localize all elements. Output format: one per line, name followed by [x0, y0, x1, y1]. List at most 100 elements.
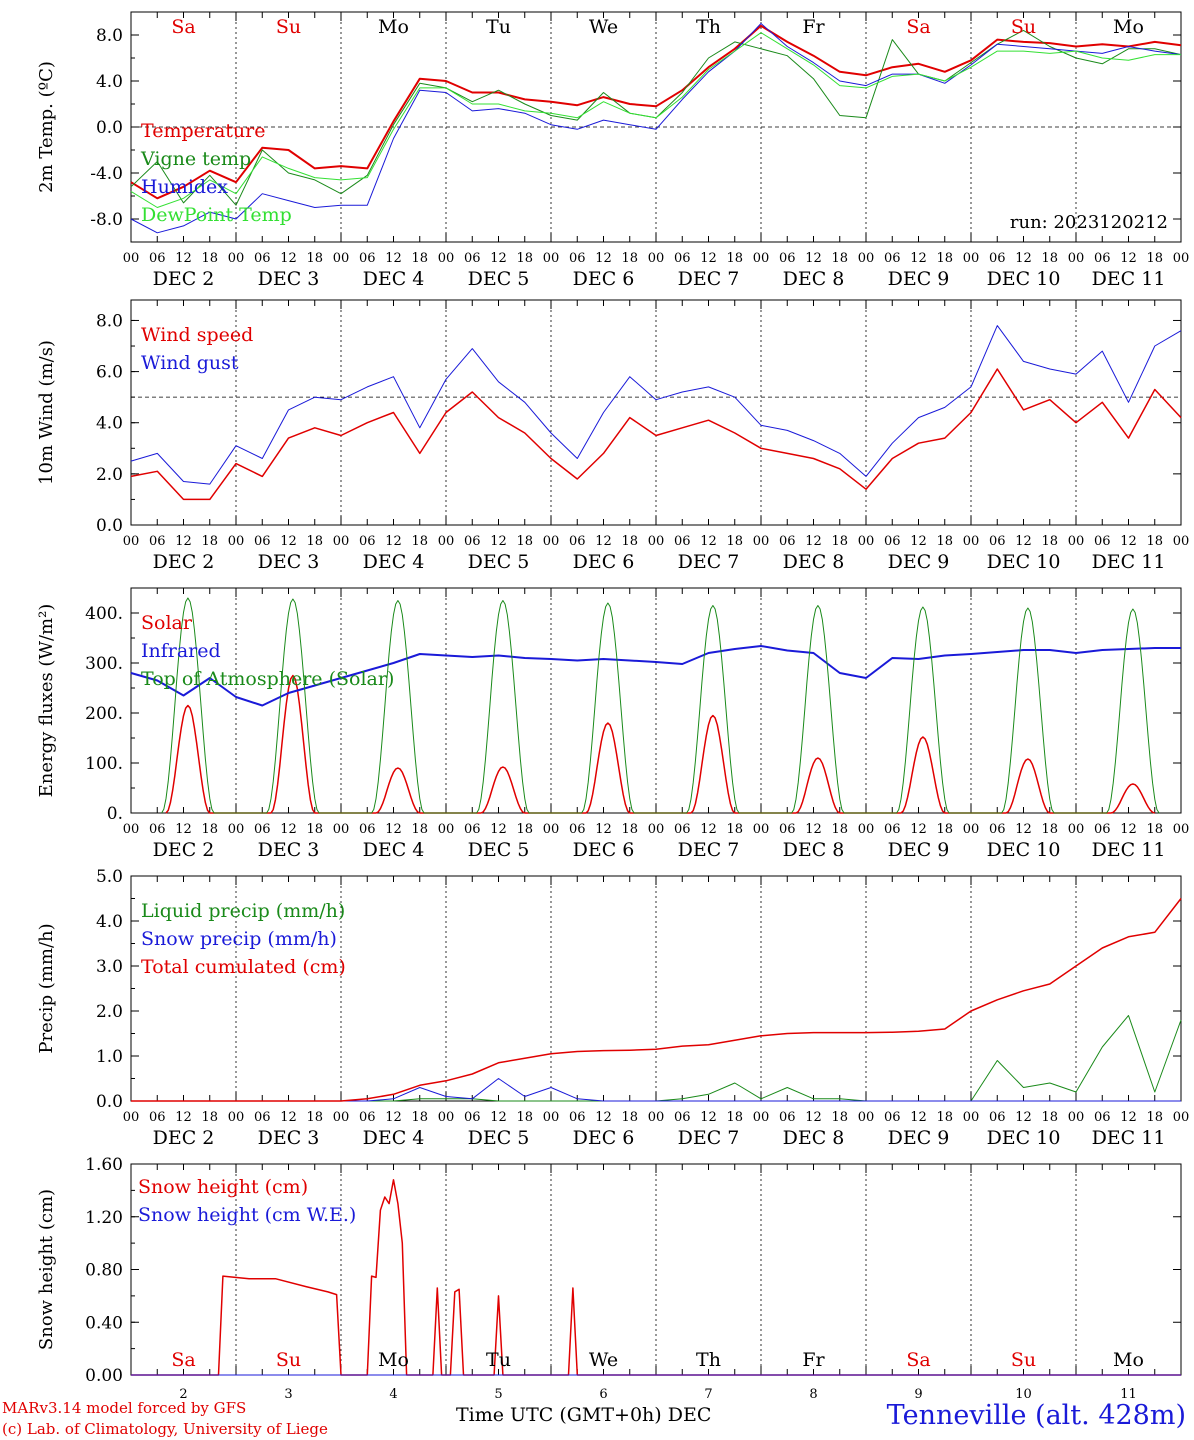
station-name: Tenneville (alt. 428m) [886, 1400, 1186, 1431]
x-date-label: DEC 9 [888, 839, 950, 861]
y-tick-label: 0.80 [85, 1261, 123, 1281]
x-hour-label: 00 [1173, 1110, 1190, 1125]
x-hour-label: 12 [280, 1110, 297, 1125]
y-tick-label: 0.0 [96, 516, 123, 536]
x-hour-label: 18 [201, 534, 218, 549]
x-hour-label: 18 [621, 534, 638, 549]
x-hour-label: 12 [385, 1110, 402, 1125]
x-hour-label: 18 [201, 822, 218, 837]
x-hour-label: 06 [254, 1110, 271, 1125]
x-hour-label: 00 [543, 822, 560, 837]
x-date-label: DEC 5 [468, 551, 530, 573]
x-hour-label: 18 [201, 251, 218, 266]
legend-entry: Wind speed [141, 324, 253, 346]
series-line-temperature [130, 24, 1182, 200]
x-hour-label: 06 [884, 251, 901, 266]
series-line-wind-speed [130, 368, 1182, 501]
series-line-liquid-precip-mm-h- [131, 1015, 1182, 1102]
day-name: Su [1011, 16, 1036, 38]
legend-entry: Liquid precip (mm/h) [141, 900, 345, 922]
panel-2: 8.0 6.0 4.0 2.0 0.0 10m Wind (m/s) Wind speed W… [36, 299, 1190, 573]
x-date-label: DEC 4 [363, 551, 425, 573]
legend-entry: Temperature [141, 120, 265, 142]
legend-entry: Wind gust [141, 352, 239, 374]
x-hour-label: 12 [490, 1110, 507, 1125]
x-hour-label: 00 [1173, 534, 1190, 549]
y-tick-label: 1.0 [96, 1047, 123, 1067]
day-name: Fr [802, 1349, 825, 1371]
x-hour-label: 12 [175, 1110, 192, 1125]
x-hour-label: 18 [411, 534, 428, 549]
panel-5: 1.60 1.20 0.80 0.40 0.00 Snow height (cm) Snow… [36, 1155, 1182, 1402]
y-tick-label: 0.00 [85, 1366, 123, 1386]
x-hour-label: 18 [936, 534, 953, 549]
x-hour-label: 06 [989, 1110, 1006, 1125]
x-hour-label: 00 [333, 251, 350, 266]
x-hour-label: 00 [333, 822, 350, 837]
x-hour-label: 00 [648, 1110, 665, 1125]
x-hour-label: 06 [1094, 251, 1111, 266]
y-axis-label: Snow height (cm) [36, 1189, 57, 1350]
x-hour-label: 18 [516, 534, 533, 549]
x-hour-label: 12 [700, 534, 717, 549]
x-hour-label: 00 [543, 1110, 560, 1125]
x-hour-label: 00 [1173, 251, 1190, 266]
credit-line-2: (c) Lab. of Climatology, University of L… [2, 1420, 328, 1438]
x-hour-label: 18 [516, 251, 533, 266]
x-date-label: DEC 8 [783, 268, 845, 290]
x-date-label: DEC 2 [153, 268, 215, 290]
x-hour-label: 00 [648, 822, 665, 837]
bottom-axis-unit: DEC [667, 1404, 712, 1426]
x-hour-label: 06 [1094, 534, 1111, 549]
day-name: Mo [378, 16, 409, 38]
series-line-total-cumulated-cm- [131, 898, 1182, 1102]
x-day-number: 9 [914, 1387, 922, 1402]
x-date-label: DEC 10 [987, 839, 1061, 861]
x-date-label: DEC 8 [783, 551, 845, 573]
series-line-dewpoint-temp [130, 32, 1181, 208]
x-hour-label: 18 [411, 1110, 428, 1125]
panel-3: 400. 300. 200. 100. 0. Energy fluxes (W/m²) So… [36, 587, 1189, 861]
x-hour-label: 06 [464, 251, 481, 266]
x-day-number: 2 [179, 1387, 187, 1402]
legend-entry: Infrared [141, 640, 221, 662]
x-hour-label: 00 [753, 822, 770, 837]
x-hour-label: 18 [1146, 1110, 1163, 1125]
x-hour-label: 12 [805, 822, 822, 837]
x-date-label: DEC 2 [153, 1127, 215, 1149]
x-hour-label: 18 [726, 534, 743, 549]
x-hour-label: 12 [490, 822, 507, 837]
x-hour-label: 12 [1120, 251, 1137, 266]
x-hour-label: 18 [621, 1110, 638, 1125]
y-tick-label: 2.0 [96, 1002, 123, 1022]
y-axis-label: 2m Temp. (ºC) [36, 61, 57, 193]
x-hour-label: 18 [201, 1110, 218, 1125]
x-hour-label: 06 [464, 1110, 481, 1125]
y-tick-label: 8.0 [96, 26, 123, 46]
x-day-number: 10 [1015, 1387, 1032, 1402]
x-hour-label: 12 [910, 534, 927, 549]
x-hour-label: 18 [831, 1110, 848, 1125]
panel-4: 5.0 4.0 3.0 2.0 1.0 0.0 Precip (mm/h) Liquid pr… [36, 867, 1189, 1149]
x-hour-label: 06 [779, 1110, 796, 1125]
x-hour-label: 18 [1146, 822, 1163, 837]
x-hour-label: 06 [884, 534, 901, 549]
legend-entry: DewPoint Temp [141, 204, 292, 226]
x-day-number: 3 [284, 1387, 292, 1402]
x-hour-label: 00 [123, 534, 140, 549]
x-hour-label: 18 [306, 534, 323, 549]
x-hour-label: 06 [569, 534, 586, 549]
x-hour-label: 18 [936, 251, 953, 266]
x-date-label: DEC 7 [678, 268, 740, 290]
series-line-wind-gust [130, 325, 1182, 485]
x-date-label: DEC 11 [1092, 839, 1166, 861]
x-hour-label: 12 [805, 1110, 822, 1125]
x-date-label: DEC 7 [678, 839, 740, 861]
y-tick-label: 200. [85, 704, 123, 724]
y-tick-label: 6.0 [96, 363, 123, 383]
x-day-number: 8 [809, 1387, 817, 1402]
x-date-label: DEC 3 [258, 1127, 320, 1149]
x-date-label: DEC 2 [153, 551, 215, 573]
legend-entry: Snow precip (mm/h) [141, 928, 337, 950]
x-hour-label: 06 [1094, 822, 1111, 837]
